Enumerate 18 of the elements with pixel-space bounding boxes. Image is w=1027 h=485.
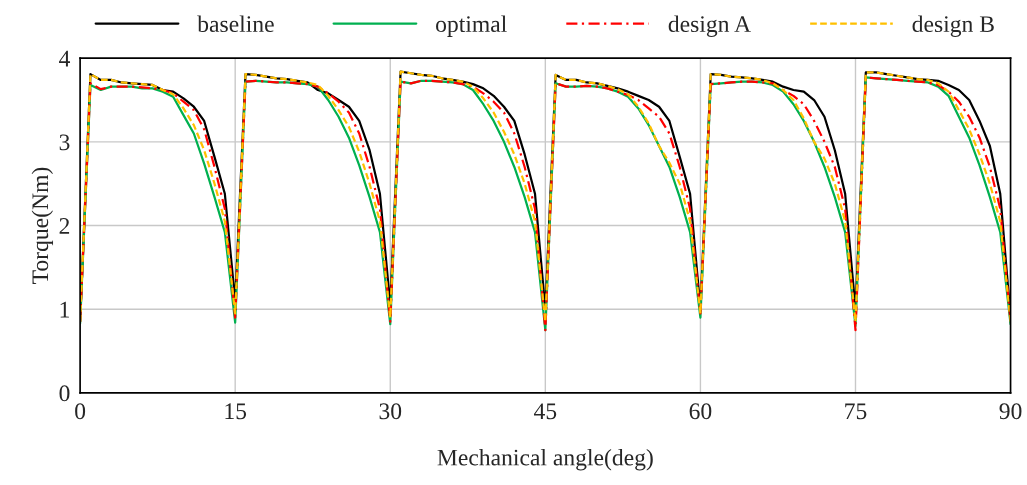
y-axis-title: Torque(Nm) [31,167,54,284]
legend-label: baseline [197,15,274,33]
x-axis-title: Mechanical angle(deg) [437,448,653,471]
y-tick-label: 4 [59,50,71,67]
legend-label: optimal [436,15,507,37]
y-tick-label: 2 [59,218,70,234]
x-tick-label: 75 [845,403,867,420]
x-tick-label: 0 [75,403,86,420]
x-tick-label: 60 [689,403,712,420]
x-tick-label: 45 [533,403,557,420]
x-tick-label: 90 [999,403,1022,420]
y-tick-label: 3 [59,134,70,151]
legend-label: design B [912,15,994,37]
x-tick-label: 30 [379,403,402,420]
y-tick-label: 1 [60,301,69,318]
y-tick-label: 0 [59,385,70,402]
x-tick-label: 15 [225,403,247,420]
legend-label: design A [668,15,751,37]
